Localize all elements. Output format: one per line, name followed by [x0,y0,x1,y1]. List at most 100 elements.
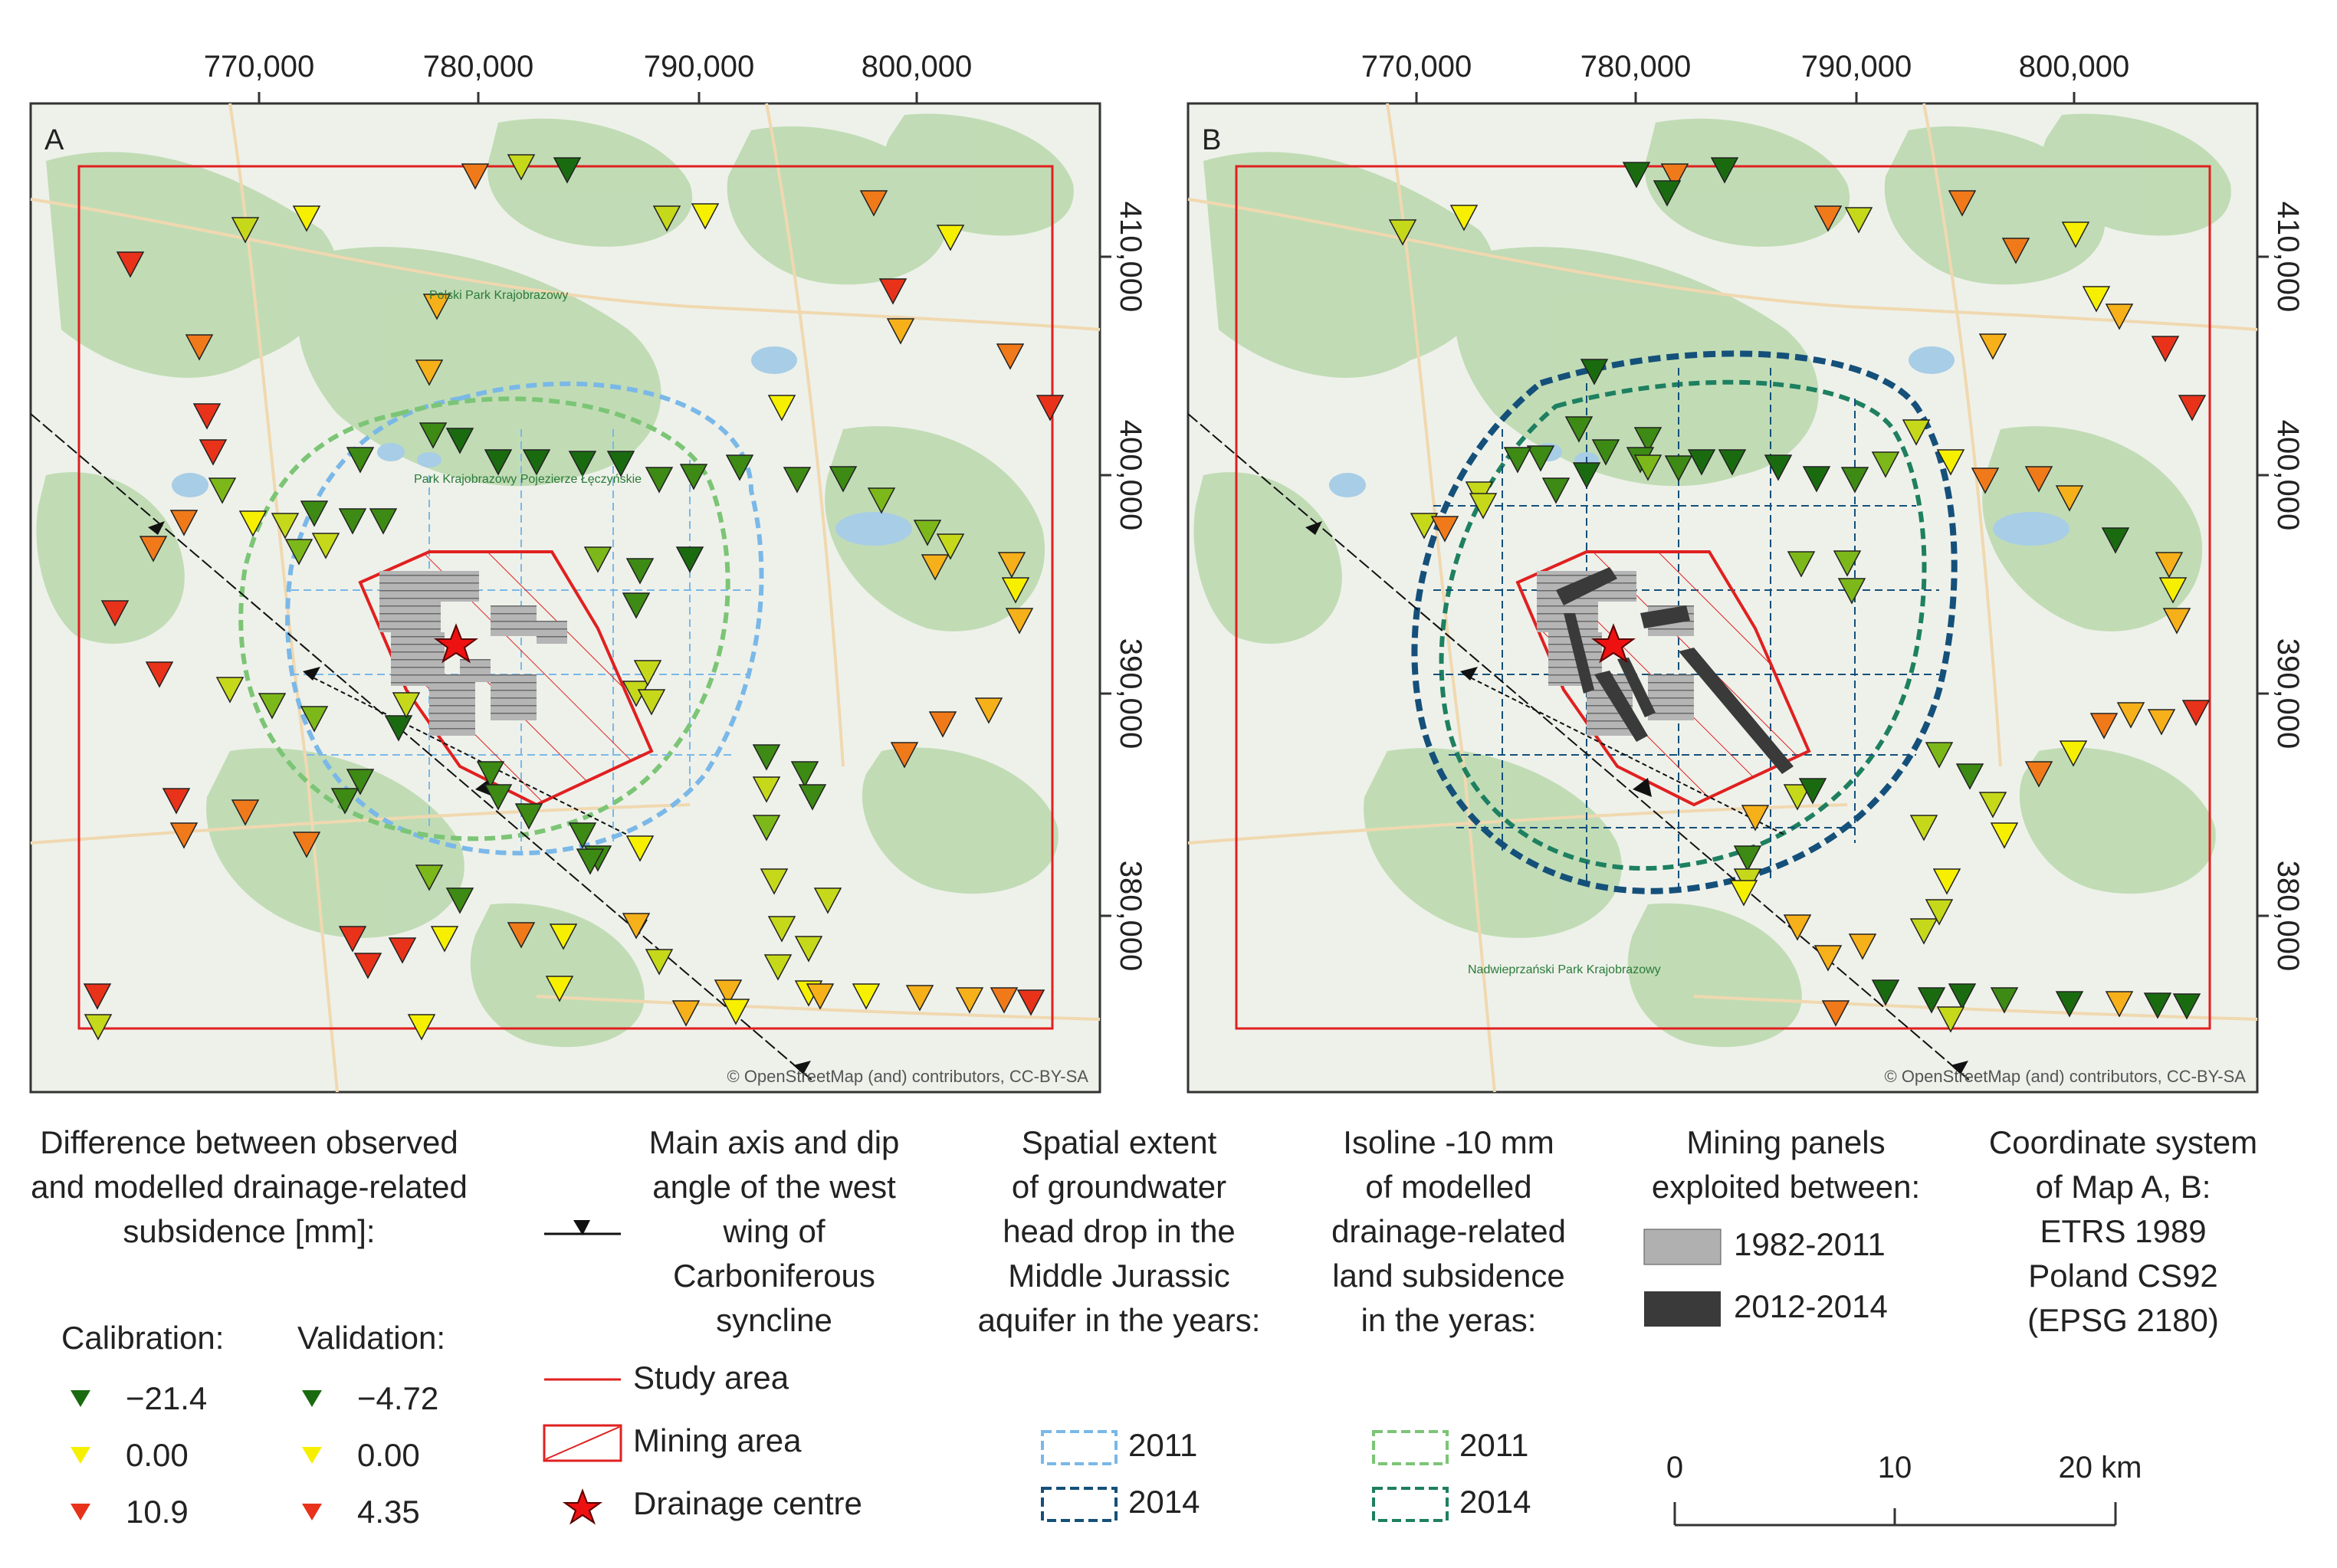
map-b-lakes [1329,346,2069,546]
observation-triangle [2143,992,2172,1019]
map-b-label: B [1202,124,1221,156]
observation-triangle [2059,740,2088,767]
observation-triangle [2055,991,2084,1018]
triangle-red-icon [302,1504,322,1520]
scale-tick-0: 0 [1666,1451,1683,1484]
map-b-y-tick: 410,000 [2271,202,2305,313]
observation-triangle [353,953,382,979]
observation-triangle [258,693,287,720]
observation-triangle [783,467,812,494]
legend-graphics: 0 10 20 km [543,1220,2142,1527]
observation-triangle [913,520,942,546]
legend-isoline-title-line: in the yeras: [1361,1302,1537,1338]
observation-triangle [622,592,651,619]
map-a-isoline-2011 [238,396,730,841]
legend-axis-title-line: Main axis and dip [648,1124,900,1160]
observation-triangle [1729,880,1758,907]
observation-triangle [84,1014,113,1041]
observation-triangle [996,343,1025,370]
observation-triangle [1917,987,1946,1014]
observation-triangle [1710,157,1739,184]
observation-triangle [798,784,827,811]
legend-panels-title: Mining panels exploited between: [1625,1120,1947,1209]
observation-triangle [1541,477,1571,504]
observation-triangle [1410,513,1439,540]
observation-triangle [346,769,375,795]
triangle-green-icon [71,1390,90,1407]
observation-triangle [2061,221,2090,248]
legend-difference-title: Difference between observed and modelled… [23,1120,475,1254]
observation-triangle [415,864,444,891]
map-b-y-tick: 380,000 [2271,861,2305,972]
observation-triangle [292,832,321,858]
observation-triangle [484,784,513,811]
observation-triangle [767,916,796,943]
triangle-green-icon [302,1390,322,1407]
observation-triangle [192,403,222,430]
legend-isoline-2011-label: 2011 [1459,1427,1529,1463]
observation-triangle [645,949,674,976]
observation-triangle [890,742,919,769]
map-panel-b: B © OpenStreetMap (and) contributors, CC… [1187,50,2305,1094]
observation-triangle [484,449,513,476]
observation-triangle [2105,991,2134,1018]
observation-triangle [1844,207,1873,234]
observation-triangle [2172,993,2201,1020]
legend-isoline-title-line: of modelled [1365,1169,1532,1205]
legend-value: −21.4 [126,1380,208,1416]
map-b-extent-2014 [1411,350,1958,894]
observation-triangle [83,983,112,1010]
scale-tick-20: 20 km [2059,1451,2142,1484]
observation-triangle [1955,763,1984,790]
legend-extent-2014-label: 2014 [1128,1484,1200,1520]
map-b-y-tick: 390,000 [2271,638,2305,750]
observation-triangle [1783,914,1812,941]
observation-triangle [1909,815,1938,841]
legend-extent-title-line: Middle Jurassic [1008,1258,1230,1294]
observation-triangle [407,1014,436,1041]
observation-triangle [878,278,908,305]
map-a-observation-points [83,154,1065,1041]
legend-axis-arrow-icon [573,1220,590,1235]
observation-triangle [725,454,754,481]
legend-calibration-min: −21.4 [71,1376,207,1421]
observation-triangle [1572,462,1601,489]
legend-extent-2011-swatch [1041,1430,1118,1465]
legend-mining-area-hatch [545,1426,620,1460]
observation-triangle [671,1000,701,1027]
observation-triangle [338,508,367,535]
observation-triangle [1925,899,1954,926]
observation-triangle [1909,918,1938,945]
observation-triangle [553,157,582,184]
observation-triangle [169,822,199,849]
observation-triangle [430,926,459,953]
scale-bar [1673,1502,2117,1527]
observation-triangle [1971,467,2000,494]
map-a-park-label-2: Polski Park Krajobrazowy [429,289,568,302]
observation-triangle [1005,608,1034,635]
observation-triangle [392,692,421,719]
observation-triangle [300,706,329,733]
legend-mining-area-box [543,1424,622,1462]
legend-isoline-2011-swatch [1372,1430,1449,1465]
observation-triangle [752,744,781,771]
observation-triangle [1633,454,1662,481]
map-a-y-ticks: 410,000 400,000 390,000 380,000 [1100,202,1147,971]
observation-triangle [2055,485,2084,512]
map-b-isoline-2014 [1439,379,1927,871]
observation-triangle [1653,180,1682,207]
legend-crs-title-line: (EPSG 2180) [2027,1302,2219,1338]
observation-triangle [1798,778,1827,805]
observation-triangle [2024,466,2053,493]
observation-triangle [2158,577,2188,604]
observation-triangle [1469,493,1498,520]
map-b-x-ticks: 770,000 780,000 790,000 800,000 [1361,50,2129,103]
legend-value: 0.00 [357,1437,420,1473]
observation-triangle [2024,761,2053,788]
map-b-observation-points [1388,157,2211,1033]
observation-triangle [1001,577,1030,604]
triangle-yellow-icon [71,1447,90,1464]
map-b-attribution: © OpenStreetMap (and) contributors, CC-B… [1885,1067,2247,1086]
observation-triangle [1871,979,1900,1006]
